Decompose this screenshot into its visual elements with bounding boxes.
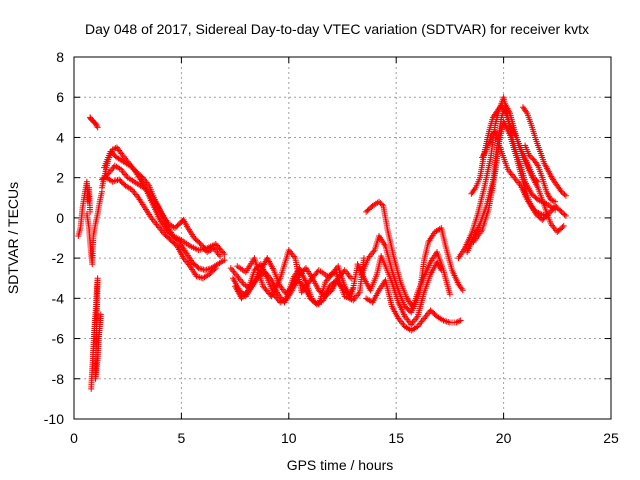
y-tick-label: 0 bbox=[56, 210, 64, 226]
series-right-c bbox=[363, 277, 464, 334]
data-point bbox=[561, 211, 568, 218]
y-tick-label: -10 bbox=[44, 411, 64, 427]
data-point bbox=[453, 319, 460, 326]
data-point bbox=[456, 318, 463, 325]
series-right-d bbox=[363, 198, 466, 312]
data-point bbox=[557, 207, 564, 214]
data-point bbox=[561, 191, 568, 198]
y-tick-label: 6 bbox=[56, 89, 64, 105]
plot-frame bbox=[73, 56, 612, 420]
data-point bbox=[212, 265, 219, 272]
data-point bbox=[221, 251, 228, 258]
y-tick-label: -8 bbox=[52, 371, 65, 387]
data-point bbox=[376, 198, 383, 205]
data-point bbox=[527, 153, 534, 160]
data-point bbox=[529, 155, 536, 162]
data-point bbox=[104, 171, 111, 178]
data-point bbox=[211, 266, 218, 273]
y-tick-label: -2 bbox=[52, 250, 65, 266]
data-point bbox=[534, 178, 541, 185]
series-branch-c bbox=[103, 174, 219, 282]
data-point bbox=[93, 121, 100, 128]
y-tick-label: -4 bbox=[52, 290, 65, 306]
y-tick-label: 4 bbox=[56, 129, 64, 145]
data-point bbox=[560, 222, 567, 229]
data-point bbox=[94, 124, 101, 131]
series-branch-d bbox=[101, 148, 224, 260]
series-late-f bbox=[479, 128, 550, 219]
series-late-g bbox=[522, 142, 559, 205]
series-spike-top bbox=[87, 114, 101, 131]
data-point bbox=[196, 239, 203, 246]
data-point bbox=[221, 257, 228, 264]
x-tick-label: 20 bbox=[496, 430, 512, 446]
data-point bbox=[138, 173, 145, 180]
data-points bbox=[75, 94, 569, 392]
x-tick-label: 25 bbox=[603, 430, 619, 446]
x-axis-ticks: 0 5 10 15 20 25 bbox=[70, 57, 619, 446]
series-late-e bbox=[519, 104, 569, 199]
series-deep-drop bbox=[88, 275, 104, 392]
series-early-dip bbox=[83, 188, 105, 268]
y-axis-ticks: -10 -8 -6 -4 -2 0 2 4 6 8 bbox=[44, 49, 611, 427]
data-point bbox=[446, 291, 453, 298]
data-point bbox=[378, 201, 385, 208]
data-point bbox=[543, 212, 550, 219]
data-point bbox=[547, 196, 554, 203]
data-point bbox=[97, 311, 104, 318]
x-axis-label: GPS time / hours bbox=[287, 457, 394, 473]
data-point bbox=[558, 208, 565, 215]
data-point bbox=[459, 287, 466, 294]
y-axis-label: SDTVAR / TECUs bbox=[5, 182, 21, 294]
series-right-b bbox=[358, 232, 453, 316]
series-late-d bbox=[468, 102, 541, 197]
data-point bbox=[560, 210, 567, 217]
chart-title: Day 048 of 2017, Sidereal Day-to-day VTE… bbox=[85, 21, 589, 37]
data-point bbox=[454, 318, 461, 325]
y-tick-label: 8 bbox=[56, 49, 64, 65]
series-branch-b bbox=[98, 162, 228, 274]
data-point bbox=[560, 190, 567, 197]
data-point bbox=[112, 145, 119, 152]
y-tick-label: 2 bbox=[56, 170, 64, 186]
data-point bbox=[348, 275, 355, 282]
x-tick-label: 15 bbox=[388, 430, 404, 446]
x-tick-label: 0 bbox=[70, 430, 78, 446]
data-point bbox=[530, 174, 537, 181]
grid-lines bbox=[74, 57, 611, 419]
data-point bbox=[457, 317, 464, 324]
data-point bbox=[532, 176, 539, 183]
data-point bbox=[549, 197, 556, 204]
data-point bbox=[93, 123, 100, 130]
data-point bbox=[92, 120, 99, 127]
data-point bbox=[558, 188, 565, 195]
data-point bbox=[552, 198, 559, 205]
x-tick-label: 10 bbox=[281, 430, 297, 446]
data-point bbox=[533, 195, 540, 202]
data-point bbox=[559, 224, 566, 231]
data-point bbox=[562, 212, 569, 219]
data-point bbox=[87, 208, 94, 215]
x-tick-label: 5 bbox=[178, 430, 186, 446]
data-point bbox=[550, 198, 557, 205]
data-point bbox=[533, 177, 540, 184]
data-point bbox=[562, 192, 569, 199]
data-point bbox=[526, 152, 533, 159]
data-point bbox=[217, 253, 224, 260]
y-tick-label: -6 bbox=[52, 331, 65, 347]
data-point bbox=[377, 200, 384, 207]
series-early-left bbox=[75, 178, 94, 239]
data-point bbox=[220, 249, 227, 256]
